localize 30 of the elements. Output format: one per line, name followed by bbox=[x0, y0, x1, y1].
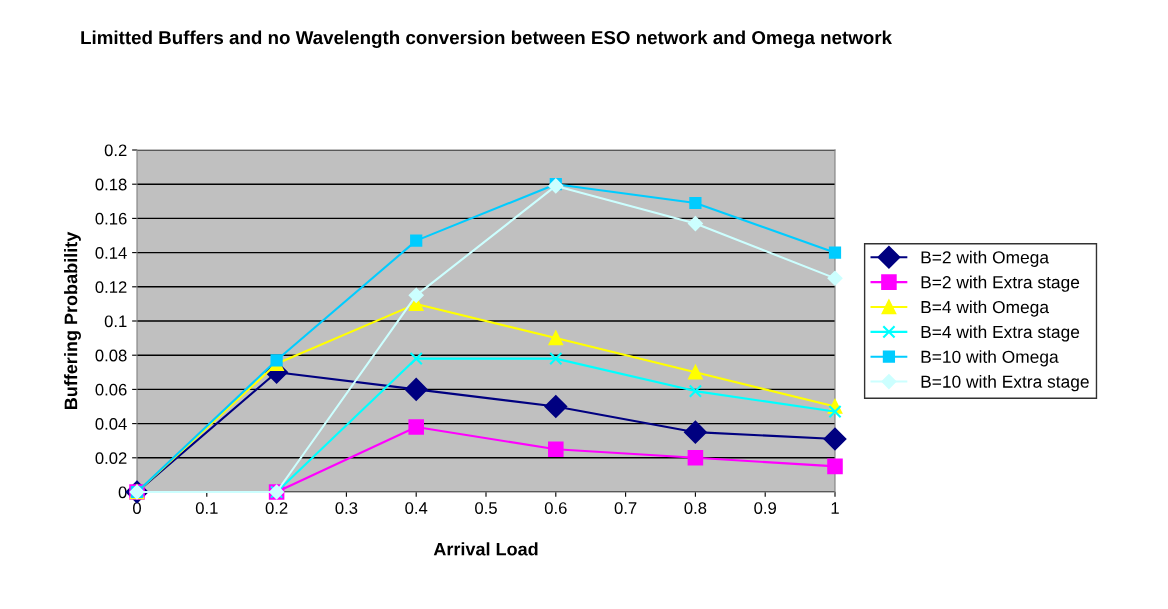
y-tick-label: 0.06 bbox=[95, 383, 127, 396]
x-tick-label: 0.6 bbox=[544, 502, 567, 514]
legend-label: B=4 with Extra stage bbox=[921, 325, 1080, 342]
x-tick-label: 0.9 bbox=[754, 502, 776, 514]
x-tick-label: 0.1 bbox=[195, 502, 218, 514]
legend-label: B=2 with Omega bbox=[921, 250, 1049, 267]
legend-label: B=2 with Extra stage bbox=[921, 275, 1080, 292]
x-tick-label: 0 bbox=[133, 502, 141, 514]
x-tick-label: 0.2 bbox=[265, 502, 288, 514]
x-tick-label: 0.4 bbox=[405, 502, 428, 514]
y-tick-label: 0.08 bbox=[95, 349, 127, 362]
x-tick-label: 0.3 bbox=[335, 502, 358, 514]
x-tick-label: 1 bbox=[831, 502, 839, 514]
y-tick-label: 0.16 bbox=[95, 212, 127, 225]
y-tick-label: 0.14 bbox=[95, 247, 127, 259]
legend-label: B=4 with Omega bbox=[921, 300, 1049, 317]
x-tick-label: 0.7 bbox=[614, 502, 637, 514]
legend-label: B=10 with Omega bbox=[921, 350, 1059, 367]
y-tick-label: 0.2 bbox=[104, 144, 127, 157]
y-tick-label: 0.12 bbox=[95, 281, 127, 293]
y-tick-label: 0.02 bbox=[95, 452, 127, 464]
y-axis-title: Buffering Probability bbox=[64, 231, 81, 410]
x-tick-label: 0.8 bbox=[684, 502, 707, 514]
x-axis-title: Arrival Load bbox=[433, 542, 538, 556]
y-tick-label: 0.04 bbox=[95, 418, 127, 430]
y-tick-label: 0.18 bbox=[95, 178, 127, 191]
chart-title: Limitted Buffers and no Wavelength conversion between ESO network and Omega network bbox=[81, 30, 893, 49]
legend-label: B=10 with Extra stage bbox=[921, 375, 1089, 392]
y-tick-label: 0.1 bbox=[104, 315, 127, 328]
x-tick-label: 0.5 bbox=[475, 502, 497, 514]
